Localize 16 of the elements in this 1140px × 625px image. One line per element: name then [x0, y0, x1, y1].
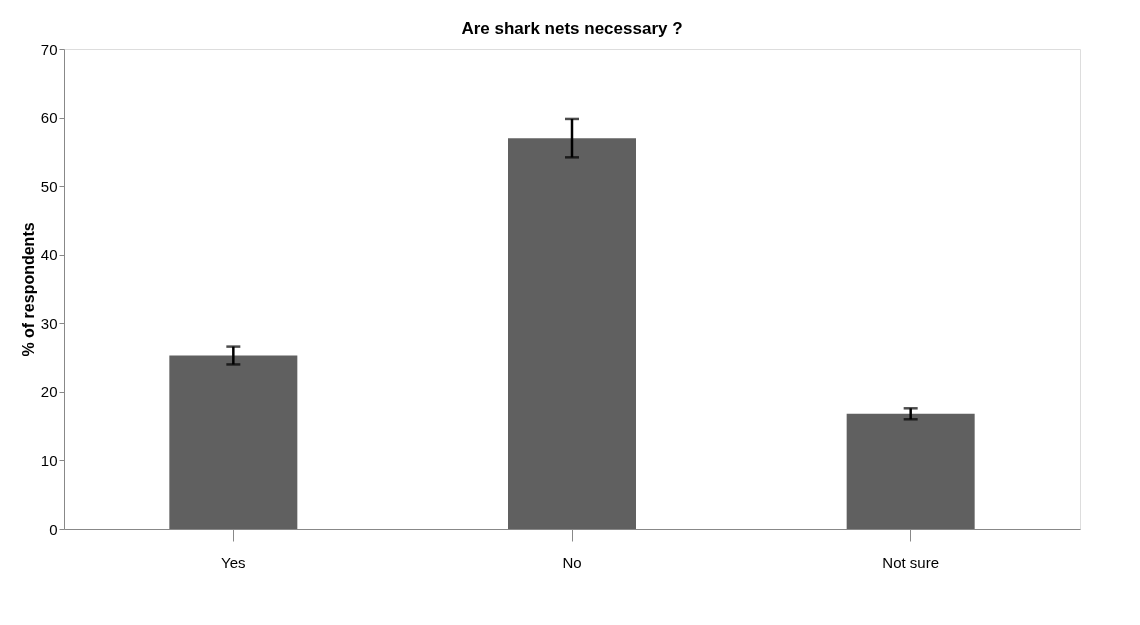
- chart-title: Are shark nets necessary ?: [461, 19, 683, 38]
- y-tick-label: 70: [40, 40, 58, 58]
- y-tick-label: 40: [40, 246, 58, 264]
- y-axis-title: % of respondents: [19, 222, 37, 357]
- bar: [846, 413, 975, 529]
- y-tick-label: 0: [49, 520, 58, 538]
- bar: [169, 355, 298, 529]
- x-tick-label: Yes: [221, 553, 246, 571]
- y-tick-label: 30: [40, 314, 58, 332]
- y-tick-label: 10: [40, 451, 58, 469]
- bar: [508, 138, 636, 529]
- y-tick-label: 50: [40, 177, 58, 195]
- x-tick-label: No: [562, 553, 582, 571]
- y-tick-label: 60: [40, 109, 58, 127]
- y-tick-label: 20: [40, 383, 58, 401]
- x-tick-label: Not sure: [882, 553, 940, 571]
